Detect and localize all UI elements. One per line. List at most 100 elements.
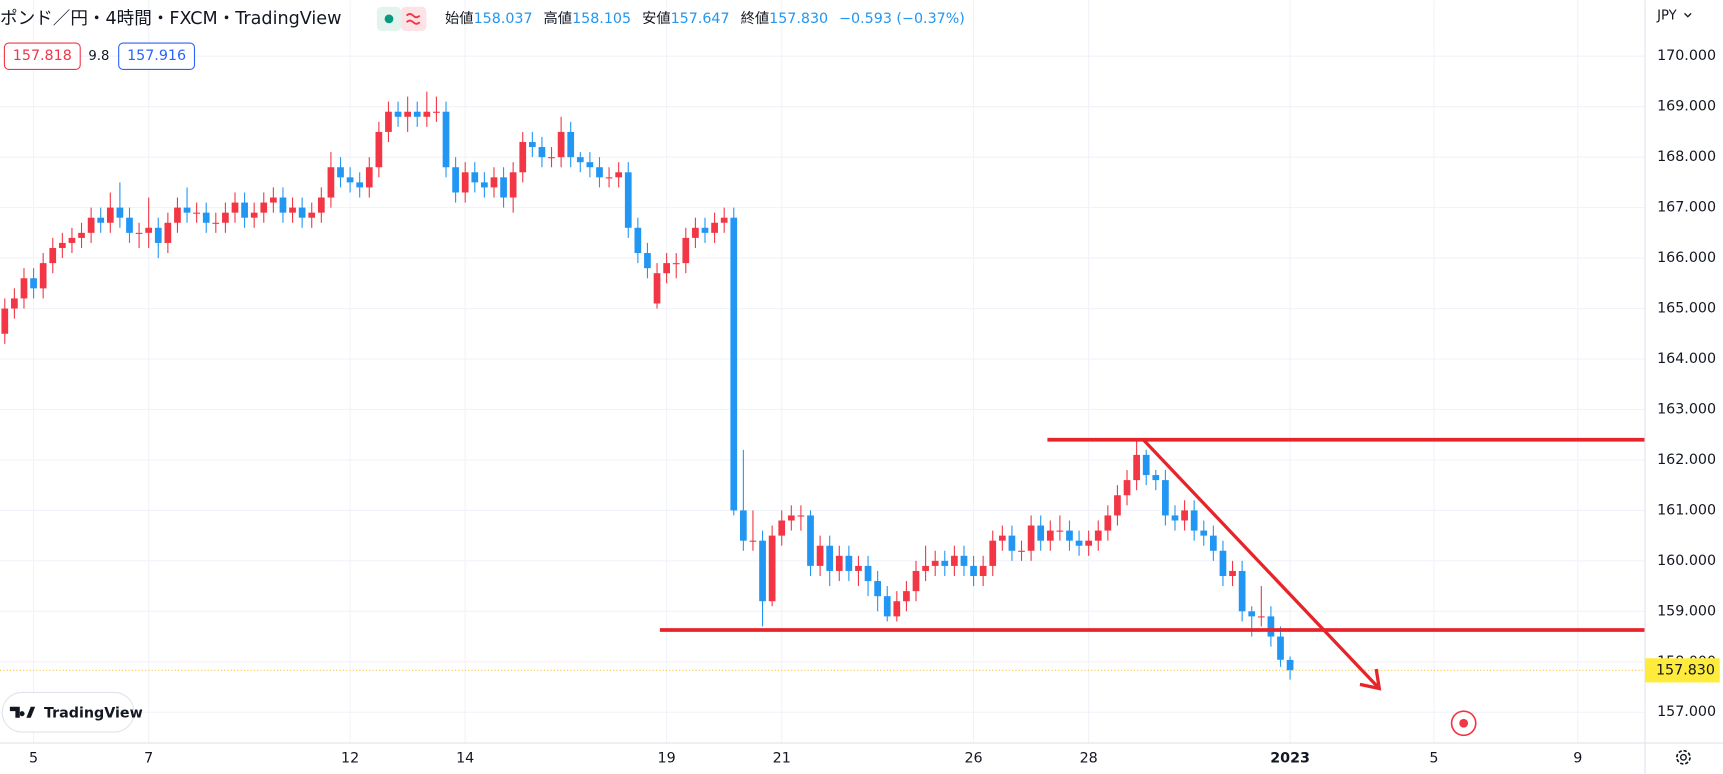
candle-body xyxy=(174,207,181,223)
candle-body xyxy=(404,111,412,117)
candle-body xyxy=(1200,530,1208,536)
candle-body xyxy=(970,565,977,576)
candle-body xyxy=(1267,616,1275,637)
candle-body xyxy=(289,207,296,213)
candle-body xyxy=(883,596,891,617)
legend-value: 158.105 xyxy=(572,11,631,27)
y-tick-label: 170.000 xyxy=(1657,48,1716,64)
candle-body xyxy=(97,217,105,223)
candle-body xyxy=(1037,525,1045,541)
candle-body xyxy=(1219,550,1227,576)
candle-body xyxy=(500,177,507,198)
candle-body xyxy=(260,202,268,213)
x-tick-label: 12 xyxy=(341,750,359,766)
legend-value: 157.830 xyxy=(769,11,828,27)
candle-body xyxy=(548,157,555,159)
candle-body xyxy=(231,202,239,213)
x-tick-label: 7 xyxy=(144,750,153,766)
candle-body xyxy=(337,167,344,178)
candle-body xyxy=(672,263,680,265)
badge-icon xyxy=(405,13,421,25)
candle-body xyxy=(605,177,613,179)
candle-body xyxy=(1094,530,1102,541)
candle-body xyxy=(538,147,546,158)
x-tick-label: 14 xyxy=(456,750,474,766)
x-tick-label: 2023 xyxy=(1270,750,1310,766)
candle-body xyxy=(1190,510,1198,531)
candle-body xyxy=(855,565,862,571)
candle-body xyxy=(222,212,229,223)
candle-body xyxy=(653,273,661,304)
legend-value: 158.037 xyxy=(474,11,533,27)
legend-label: 始値 xyxy=(445,10,474,27)
x-tick-label: 5 xyxy=(1429,750,1438,766)
y-tick-label: 166.000 xyxy=(1657,250,1716,266)
legend-label: 安値 xyxy=(642,10,671,27)
candle-body xyxy=(212,222,220,224)
candle-body xyxy=(490,177,498,188)
candle-body xyxy=(356,182,364,188)
candle-body xyxy=(951,555,958,566)
target-button[interactable] xyxy=(1450,710,1477,737)
candle-body xyxy=(106,207,114,223)
x-tick-label: 26 xyxy=(964,750,982,766)
candle-body xyxy=(68,237,76,243)
candle-body xyxy=(1133,454,1140,481)
candle-body xyxy=(624,172,632,228)
candle-body xyxy=(730,217,738,511)
candle-body xyxy=(874,581,882,597)
candle-body xyxy=(1238,570,1246,612)
candle-body xyxy=(615,172,623,178)
candle-body xyxy=(1,308,9,334)
candle-body xyxy=(682,237,690,264)
candle-body xyxy=(461,172,469,193)
badge-right xyxy=(401,6,427,31)
y-tick-label: 160.000 xyxy=(1657,553,1716,569)
spread: 9.8 xyxy=(88,49,109,64)
candle-body xyxy=(1123,480,1131,496)
bid-box[interactable] xyxy=(3,42,81,70)
candle-body xyxy=(1104,515,1112,531)
badge-dot xyxy=(384,14,394,24)
logo-icon xyxy=(9,706,36,718)
currency[interactable]: JPY xyxy=(1656,9,1678,24)
candle-body xyxy=(1075,540,1083,546)
candle-body xyxy=(1142,454,1150,476)
candle-body xyxy=(30,278,37,289)
candle-body xyxy=(528,142,536,148)
candle-body xyxy=(740,510,747,541)
candle-body xyxy=(1229,570,1236,576)
candle-body xyxy=(893,601,901,617)
candle-body xyxy=(442,111,450,168)
logo[interactable]: TradingView xyxy=(1,691,143,733)
currency-chevron xyxy=(1684,12,1692,18)
y-tick-label: 167.000 xyxy=(1657,200,1716,216)
candle-body xyxy=(768,535,776,602)
candle-body xyxy=(11,298,18,309)
candle-body xyxy=(797,515,805,517)
candle-body xyxy=(720,217,728,223)
candle-body xyxy=(1046,530,1054,541)
candle-body xyxy=(1286,659,1294,671)
candle-body xyxy=(183,207,191,213)
y-tick-label: 168.000 xyxy=(1657,149,1716,165)
candle-body xyxy=(941,560,949,566)
candle-body xyxy=(576,157,584,163)
candle-body xyxy=(481,182,488,188)
candle-body xyxy=(509,172,517,198)
candle-body xyxy=(567,131,575,158)
candle-body xyxy=(1248,611,1256,617)
candle-body xyxy=(979,565,987,576)
candle-body xyxy=(317,197,325,213)
ask-box[interactable] xyxy=(118,42,196,70)
candle-body xyxy=(519,142,527,173)
candle-body xyxy=(39,263,47,289)
last-price-label: 157.830 xyxy=(1656,662,1715,678)
x-tick-label: 9 xyxy=(1573,750,1582,766)
settings-button[interactable] xyxy=(1676,749,1691,765)
candle-body xyxy=(711,222,718,233)
candle-body xyxy=(87,217,95,233)
candle-body xyxy=(164,222,172,243)
